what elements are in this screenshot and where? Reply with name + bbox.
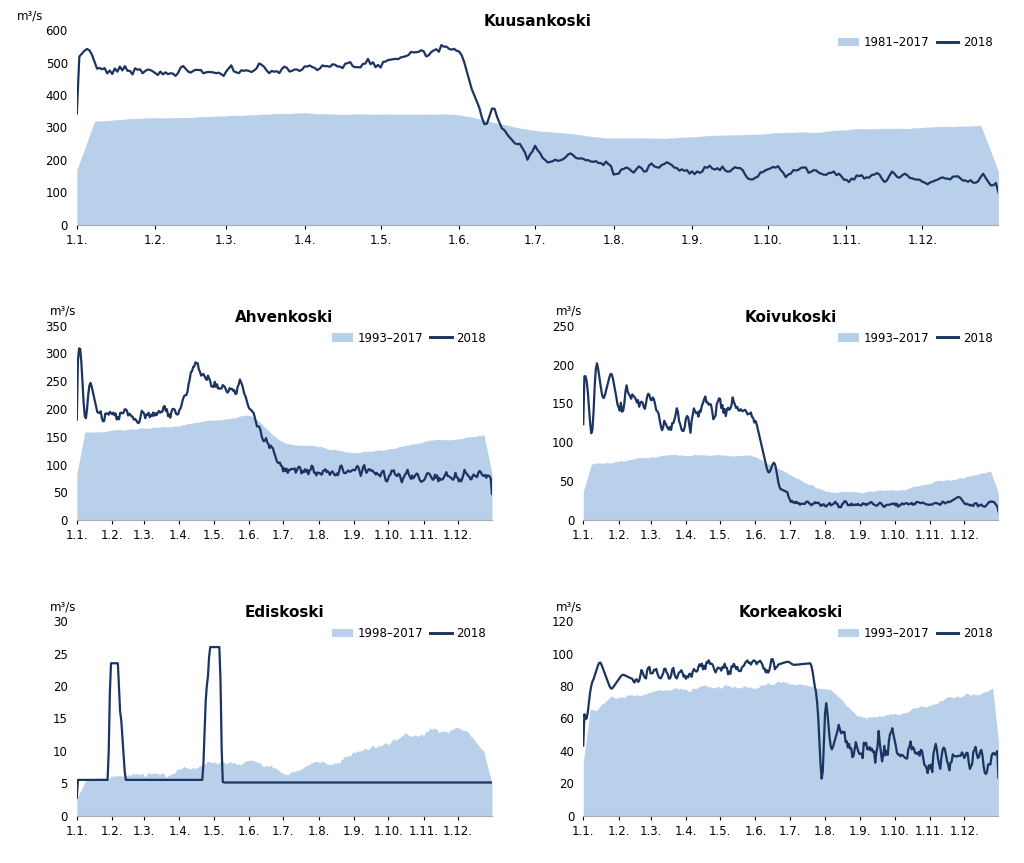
Title: Ahvenkoski: Ahvenkoski bbox=[236, 310, 334, 324]
Text: m³/s: m³/s bbox=[50, 305, 76, 318]
Legend: 1998–2017, 2018: 1998–2017, 2018 bbox=[327, 622, 490, 645]
Title: Koivukoski: Koivukoski bbox=[744, 310, 837, 324]
Title: Ediskoski: Ediskoski bbox=[245, 605, 325, 620]
Text: m³/s: m³/s bbox=[16, 9, 43, 22]
Legend: 1993–2017, 2018: 1993–2017, 2018 bbox=[327, 327, 490, 350]
Text: m³/s: m³/s bbox=[556, 601, 583, 614]
Legend: 1993–2017, 2018: 1993–2017, 2018 bbox=[834, 327, 997, 350]
Title: Kuusankoski: Kuusankoski bbox=[483, 14, 592, 29]
Legend: 1993–2017, 2018: 1993–2017, 2018 bbox=[834, 622, 997, 645]
Title: Korkeakoski: Korkeakoski bbox=[738, 605, 843, 620]
Legend: 1981–2017, 2018: 1981–2017, 2018 bbox=[834, 31, 997, 54]
Text: m³/s: m³/s bbox=[556, 305, 583, 318]
Text: m³/s: m³/s bbox=[50, 601, 76, 614]
